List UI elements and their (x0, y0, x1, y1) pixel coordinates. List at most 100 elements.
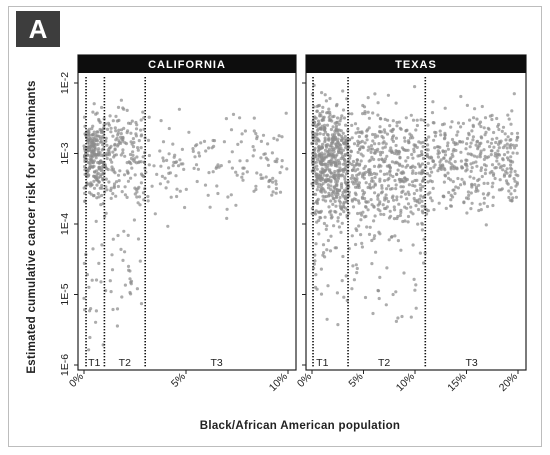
data-point (131, 145, 136, 149)
data-point (110, 253, 114, 257)
data-point (459, 94, 463, 99)
data-point (394, 183, 398, 187)
data-point (94, 219, 98, 223)
x-tick-label: 10% (394, 371, 417, 394)
data-point (339, 143, 343, 147)
data-point (366, 148, 370, 152)
data-point (109, 130, 113, 134)
data-point (509, 166, 513, 170)
strip-header (306, 55, 526, 73)
data-point (92, 130, 96, 134)
data-point (441, 194, 445, 198)
data-point (501, 158, 505, 162)
data-point (502, 174, 506, 178)
data-point (329, 178, 333, 183)
data-point (367, 126, 371, 130)
data-point (109, 196, 113, 200)
data-point (421, 178, 425, 183)
data-point (383, 157, 388, 161)
data-point (361, 210, 365, 214)
data-point (421, 145, 425, 149)
data-point (234, 203, 238, 207)
data-point (350, 180, 354, 184)
data-point (159, 164, 163, 168)
data-point (192, 166, 196, 170)
data-point (336, 219, 340, 223)
data-point (123, 193, 127, 197)
data-point (98, 186, 102, 190)
data-point (400, 146, 404, 150)
data-point (456, 186, 460, 190)
data-point (509, 159, 513, 163)
data-point (443, 131, 447, 135)
data-point (318, 161, 323, 166)
data-point (251, 154, 255, 158)
data-point (88, 166, 92, 170)
data-point (99, 139, 103, 144)
data-point (338, 195, 342, 200)
data-point (469, 191, 473, 195)
data-point (449, 204, 453, 208)
data-point (327, 115, 331, 119)
data-point (421, 185, 425, 189)
data-point (91, 247, 95, 251)
data-point (207, 171, 211, 175)
data-point (319, 114, 323, 118)
data-point (389, 146, 393, 150)
data-point (315, 220, 319, 224)
data-point (323, 190, 327, 194)
data-point (487, 155, 491, 159)
data-point (380, 186, 384, 190)
data-point (373, 133, 377, 137)
data-point (367, 116, 371, 120)
data-point (202, 139, 207, 143)
data-point (353, 122, 358, 126)
data-point (430, 199, 434, 203)
data-point (403, 176, 407, 180)
data-point (266, 158, 270, 162)
data-point (410, 134, 414, 138)
data-point (497, 153, 502, 157)
data-point (400, 177, 404, 182)
data-point (88, 335, 92, 340)
data-point (469, 162, 473, 166)
data-point (379, 169, 383, 173)
data-point (318, 132, 322, 136)
data-point (128, 277, 132, 281)
data-point (385, 132, 390, 136)
data-point (226, 195, 230, 199)
data-point (320, 91, 324, 95)
data-point (278, 171, 282, 175)
data-point (394, 143, 398, 148)
data-point (88, 309, 92, 313)
data-point (437, 201, 441, 205)
data-point (468, 175, 472, 179)
data-point (482, 163, 487, 167)
data-point (401, 185, 405, 189)
data-point (342, 137, 346, 141)
data-point (125, 108, 129, 112)
data-point (335, 291, 339, 295)
data-point (435, 145, 439, 149)
data-point (129, 292, 133, 296)
data-point (395, 152, 399, 156)
data-point (510, 132, 514, 136)
data-point (326, 238, 330, 243)
data-point (155, 172, 159, 176)
data-point (337, 225, 341, 229)
data-point (421, 168, 425, 172)
data-point (133, 173, 137, 177)
data-point (445, 144, 450, 148)
data-point (336, 169, 340, 173)
data-point (403, 205, 407, 209)
data-point (466, 190, 470, 194)
data-point (462, 200, 466, 204)
data-point (328, 175, 332, 179)
data-point (275, 157, 279, 161)
data-point (366, 200, 370, 204)
data-point (507, 117, 511, 121)
data-point (97, 119, 101, 123)
data-point (315, 128, 320, 132)
data-point (137, 160, 141, 164)
data-point (373, 214, 377, 218)
